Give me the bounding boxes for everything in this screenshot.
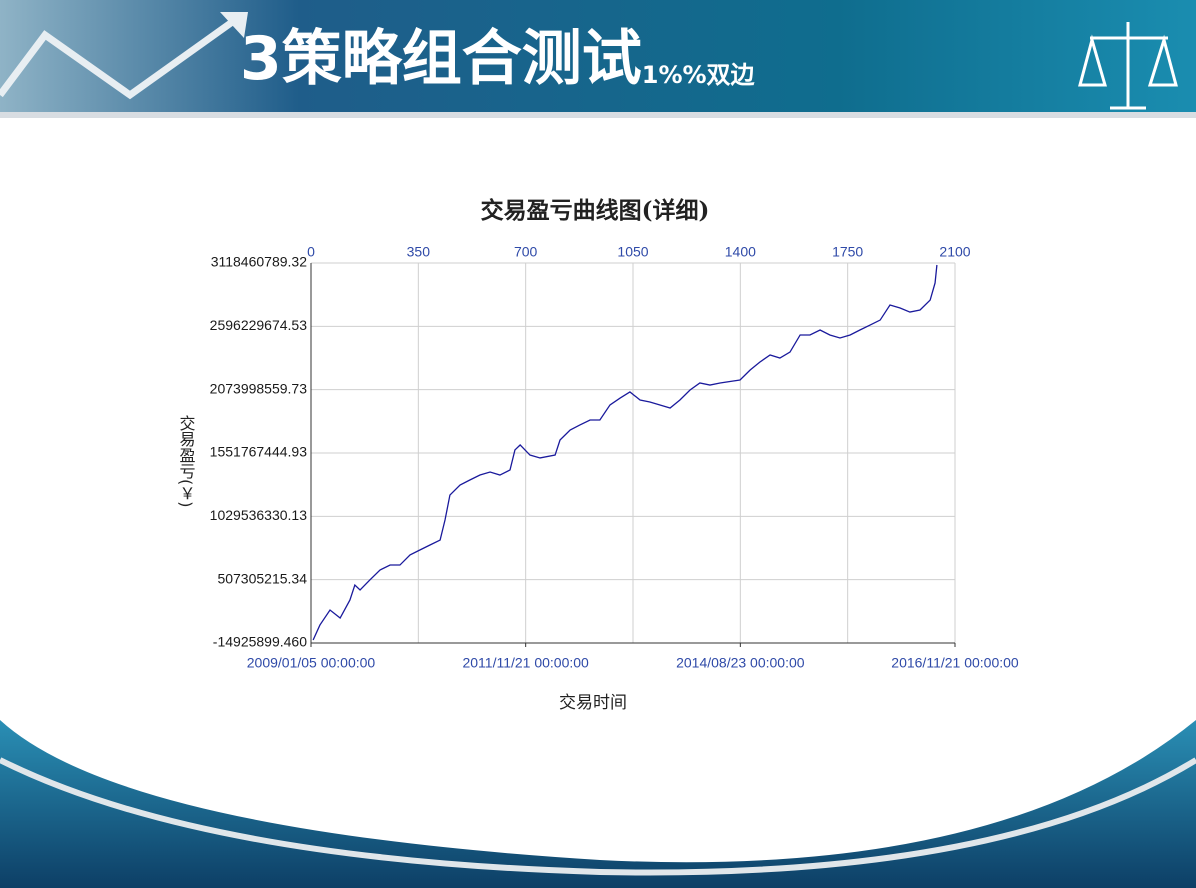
- y-tick-label: -14925899.460: [213, 634, 307, 650]
- chart-title: 交易盈亏曲线图(详细): [481, 197, 710, 224]
- arrow-head: [220, 12, 248, 38]
- x-tick-label: 0: [307, 244, 315, 260]
- y-tick-label: 3118460789.32: [211, 254, 307, 270]
- header-rule: [0, 112, 1196, 118]
- footer-line: [0, 757, 1196, 876]
- arrow-icon: [0, 17, 238, 100]
- x-tick-label: 1400: [725, 244, 756, 260]
- x-tick-label: 700: [514, 244, 538, 260]
- date-tick-label: 2009/01/05 00:00:00: [247, 655, 376, 671]
- plot: -14925899.460 507305215.34 1029536330.13 15…: [210, 244, 1019, 671]
- x-tick-label: 1050: [617, 244, 648, 260]
- line-series: [312, 264, 938, 641]
- y-tick-label: 1551767444.93: [210, 444, 308, 460]
- x-axis-label: 交易时间: [559, 693, 627, 713]
- title-main: 策略组合测试: [282, 24, 642, 94]
- title-number: 3: [240, 24, 282, 94]
- header-band: [0, 0, 1196, 115]
- slide-title: 3策略组合测试1%%双边: [240, 24, 756, 94]
- scale-icon: [1078, 22, 1178, 110]
- y-tick-label: 2073998559.73: [210, 380, 308, 396]
- date-tick-label: 2014/08/23 00:00:00: [676, 655, 805, 671]
- date-tick-label: 2011/11/21 00:00:00: [462, 655, 589, 671]
- x-tick-label: 350: [407, 244, 431, 260]
- x-tick-label: 1750: [832, 244, 863, 260]
- y-axis-label: 交易盈亏(￥): [177, 415, 196, 507]
- y-tick-label: 2596229674.53: [210, 317, 308, 333]
- x-tick-label: 2100: [939, 244, 970, 260]
- title-suffix: 1%%双边: [642, 61, 756, 89]
- y-tick-label: 507305215.34: [217, 570, 307, 586]
- date-tick-label: 2016/11/21 00:00:00: [891, 655, 1019, 671]
- y-tick-label: 1029536330.13: [210, 507, 308, 523]
